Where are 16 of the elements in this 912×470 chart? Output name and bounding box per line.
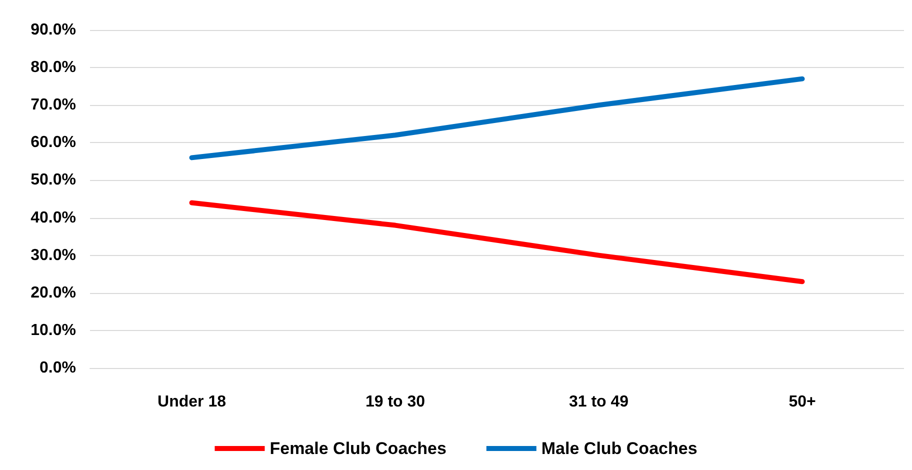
y-tick-label: 50.0% bbox=[30, 172, 76, 189]
y-tick-label: 0.0% bbox=[40, 360, 76, 376]
legend-label: Female Club Coaches bbox=[270, 439, 446, 458]
y-tick-label: 10.0% bbox=[30, 322, 76, 339]
y-tick-label: 30.0% bbox=[30, 246, 76, 264]
x-tick-label: 19 to 30 bbox=[365, 394, 426, 410]
y-tick-label: 80.0% bbox=[30, 59, 76, 76]
x-tick-label: 31 to 49 bbox=[568, 394, 629, 410]
y-tick-label: 20.0% bbox=[30, 284, 76, 302]
x-tick-label: 50+ bbox=[788, 394, 816, 410]
y-tick-label: 70.0% bbox=[30, 96, 76, 114]
legend-label: Male Club Coaches bbox=[541, 439, 698, 458]
y-tick-label: 60.0% bbox=[30, 134, 76, 152]
x-tick-label: Under 18 bbox=[158, 394, 226, 410]
y-tick-label: 90.0% bbox=[30, 22, 76, 38]
y-tick-label: 40.0% bbox=[30, 209, 76, 226]
